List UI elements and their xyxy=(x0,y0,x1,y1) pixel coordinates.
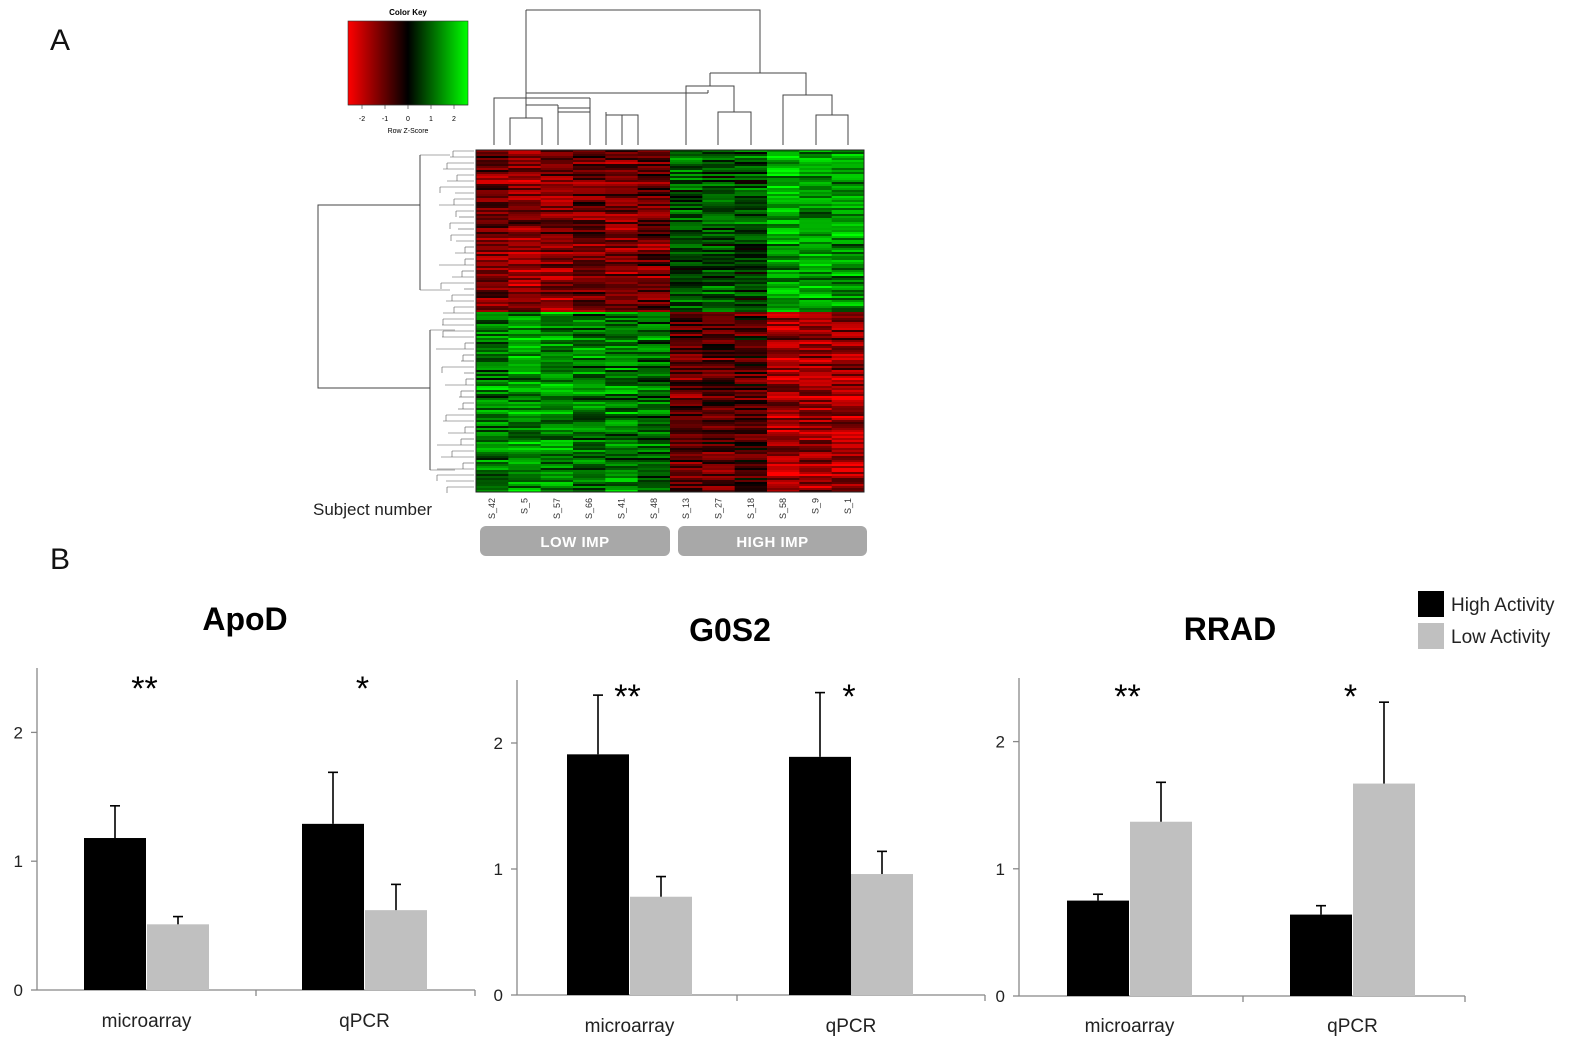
y-tick-label: 0 xyxy=(14,981,23,1000)
y-tick-label: 0 xyxy=(996,987,1005,1006)
color-key-tick: 0 xyxy=(406,116,410,123)
color-key-tick: 1 xyxy=(429,116,433,123)
y-tick-label: 1 xyxy=(14,852,23,871)
legend-label-high: High Activity xyxy=(1451,595,1555,616)
sample-label: S_5 xyxy=(520,498,530,514)
sample-label: S_58 xyxy=(778,498,788,519)
bar-low-activity xyxy=(147,924,209,990)
sample-label: S_27 xyxy=(714,498,724,519)
color-key-tick: -2 xyxy=(359,116,365,123)
sample-label: S_42 xyxy=(487,498,497,519)
bar-low-activity xyxy=(1130,821,1192,996)
bar-high-activity xyxy=(302,823,364,990)
significance-marker: ** xyxy=(614,678,640,716)
row-dendrogram xyxy=(317,155,431,470)
sample-label: S_41 xyxy=(617,498,627,519)
significance-marker: ** xyxy=(1114,678,1140,716)
bar-chart-g0s2: G0S2 0 1 2 microarray ** qPCR * xyxy=(494,612,986,1037)
sample-label: S_13 xyxy=(681,498,691,519)
y-tick-label: 2 xyxy=(494,734,503,753)
legend-label-low: Low Activity xyxy=(1451,627,1551,648)
bar-low-activity xyxy=(630,896,692,995)
color-key-gradient xyxy=(347,20,469,106)
color-key-title: Color Key xyxy=(389,8,427,17)
column-dendrogram xyxy=(493,9,849,145)
bar-high-activity xyxy=(1067,900,1129,996)
color-key: Color Key -2 -1 0 1 2 Row Z-Score xyxy=(347,8,469,135)
chart-title: ApoD xyxy=(202,601,287,637)
y-tick-label: 1 xyxy=(996,860,1005,879)
y-tick-label: 0 xyxy=(494,986,503,1005)
legend-swatch-high xyxy=(1418,591,1444,617)
significance-marker: * xyxy=(1344,678,1357,716)
y-tick-label: 2 xyxy=(14,723,23,742)
sample-label: S_1 xyxy=(843,498,853,514)
sample-label: S_9 xyxy=(811,498,821,514)
chart-title: RRAD xyxy=(1184,611,1276,647)
category-label: microarray xyxy=(102,1011,192,1032)
sample-label: S_66 xyxy=(584,498,594,519)
group-label: LOW IMP xyxy=(540,534,609,551)
category-label: qPCR xyxy=(339,1011,390,1032)
sample-label: S_48 xyxy=(649,498,659,519)
panel-b-label: B xyxy=(50,543,71,576)
group-box xyxy=(480,526,670,556)
bar-high-activity xyxy=(1290,914,1352,996)
color-key-tick: -1 xyxy=(382,116,388,123)
significance-marker: ** xyxy=(131,670,157,708)
heatmap-grid xyxy=(476,150,865,493)
y-tick-label: 2 xyxy=(996,733,1005,752)
category-label: microarray xyxy=(1085,1016,1175,1037)
bar-high-activity xyxy=(84,838,146,990)
legend: High Activity Low Activity xyxy=(1418,591,1555,649)
category-label: microarray xyxy=(585,1016,675,1037)
bar-chart-apod: ApoD 0 1 2 microarray ** qPCR * xyxy=(14,601,476,1032)
group-label: HIGH IMP xyxy=(736,534,808,551)
color-key-xlabel: Row Z-Score xyxy=(388,128,429,135)
bar-low-activity xyxy=(851,874,913,995)
significance-marker: * xyxy=(356,670,369,708)
significance-marker: * xyxy=(842,678,855,716)
legend-swatch-low xyxy=(1418,623,1444,649)
sample-label: S_57 xyxy=(552,498,562,519)
bar-high-activity xyxy=(789,756,851,995)
category-label: qPCR xyxy=(826,1016,877,1037)
bar-high-activity xyxy=(567,754,629,995)
group-box xyxy=(678,526,867,556)
sample-label: S_18 xyxy=(746,498,756,519)
panel-a-label: A xyxy=(50,24,71,57)
bar-chart-rrad: RRAD 0 1 2 microarray ** qPCR * xyxy=(996,611,1466,1037)
color-key-tick: 2 xyxy=(452,116,456,123)
bar-low-activity xyxy=(365,910,427,990)
category-label: qPCR xyxy=(1327,1016,1378,1037)
bar-low-activity xyxy=(1353,783,1415,996)
y-tick-label: 1 xyxy=(494,860,503,879)
chart-title: G0S2 xyxy=(689,612,771,648)
subject-number-label: Subject number xyxy=(313,500,432,519)
